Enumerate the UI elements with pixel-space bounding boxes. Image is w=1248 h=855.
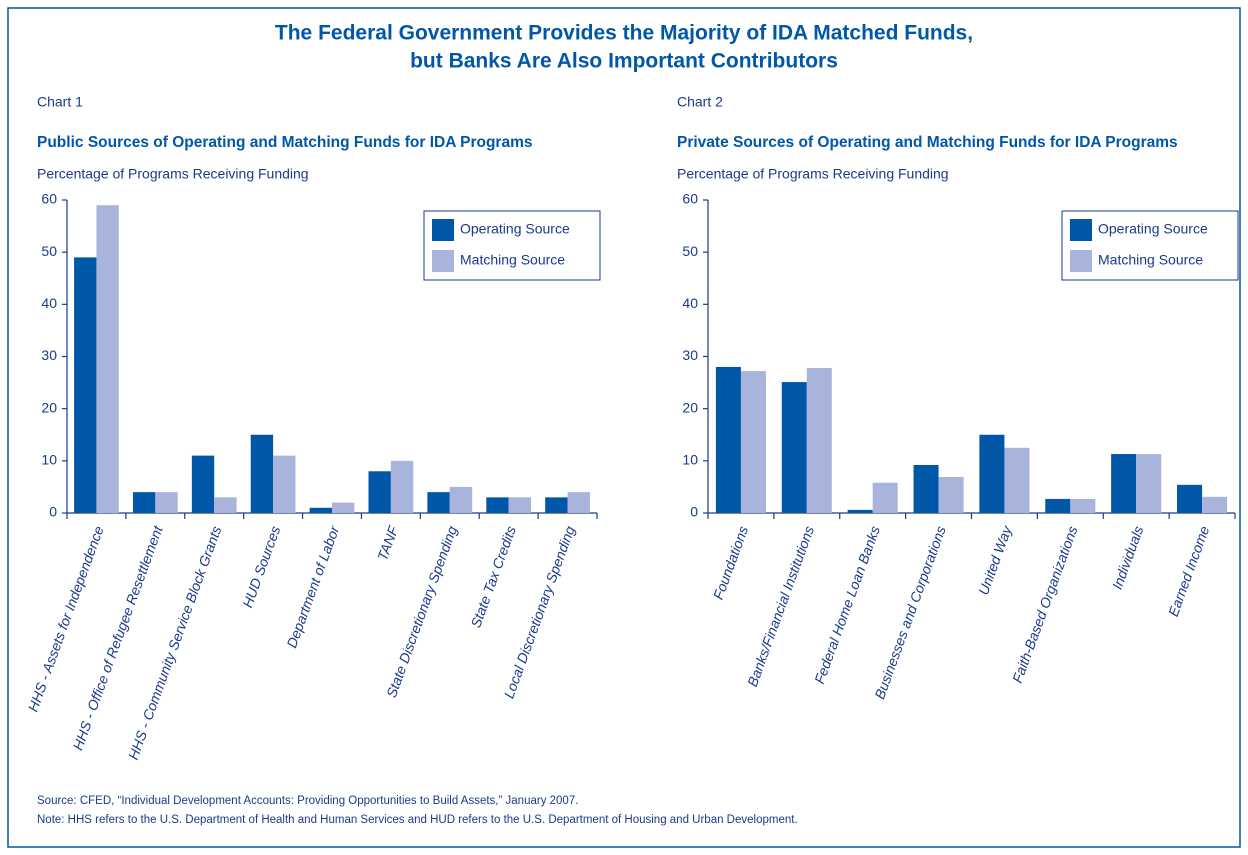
chart-label: Chart 2 bbox=[677, 94, 723, 110]
bar bbox=[740, 371, 766, 513]
x-tick-label: Federal Home Loan Banks bbox=[811, 524, 883, 686]
bar bbox=[567, 492, 590, 513]
bar bbox=[545, 497, 568, 513]
y-tick-label: 50 bbox=[41, 243, 57, 259]
y-tick-label: 20 bbox=[41, 399, 57, 415]
bar bbox=[1136, 454, 1162, 513]
y-tick-label: 60 bbox=[682, 191, 698, 207]
y-tick-label: 40 bbox=[41, 295, 57, 311]
bar bbox=[715, 366, 741, 513]
y-tick-label: 0 bbox=[49, 504, 57, 520]
bar bbox=[214, 497, 237, 513]
legend-swatch bbox=[432, 219, 454, 241]
y-tick-label: 50 bbox=[682, 243, 698, 259]
chart-title: Private Sources of Operating and Matchin… bbox=[677, 134, 1178, 151]
y-tick-label: 30 bbox=[41, 347, 57, 363]
bar bbox=[250, 434, 274, 513]
bar bbox=[1045, 498, 1071, 513]
bar bbox=[508, 497, 532, 513]
y-tick-label: 30 bbox=[682, 347, 698, 363]
bar bbox=[872, 482, 898, 513]
bar bbox=[938, 477, 964, 513]
bar bbox=[979, 434, 1005, 513]
legend-swatch bbox=[1070, 250, 1092, 272]
x-tick-label: HUD Sources bbox=[239, 524, 283, 610]
bar bbox=[368, 471, 391, 513]
bar bbox=[1070, 498, 1096, 513]
x-tick-label: Local Discretionary Spending bbox=[501, 524, 578, 701]
bar bbox=[191, 455, 215, 513]
y-axis-label: Percentage of Programs Receiving Funding bbox=[677, 166, 949, 182]
bar bbox=[1177, 484, 1203, 513]
x-tick-label: Foundations bbox=[710, 524, 751, 602]
bar bbox=[309, 507, 332, 513]
x-tick-label: Faith-Based Organizations bbox=[1009, 524, 1081, 685]
bar bbox=[1111, 454, 1137, 513]
legend-label: Operating Source bbox=[460, 221, 570, 237]
bar bbox=[847, 509, 873, 513]
legend-swatch bbox=[1070, 219, 1092, 241]
legend-label: Operating Source bbox=[1098, 221, 1208, 237]
x-tick-label: Businesses and Corporations bbox=[871, 524, 949, 701]
x-tick-label: Individuals bbox=[1109, 524, 1147, 592]
bar bbox=[781, 382, 807, 513]
x-tick-label: TANF bbox=[374, 522, 402, 562]
bar bbox=[96, 205, 119, 513]
legend-label: Matching Source bbox=[1098, 252, 1203, 268]
bar bbox=[1202, 496, 1228, 513]
y-tick-label: 60 bbox=[41, 191, 57, 207]
main-title: The Federal Government Provides the Majo… bbox=[275, 22, 973, 45]
main-title: but Banks Are Also Important Contributor… bbox=[410, 50, 838, 73]
bar bbox=[449, 486, 473, 513]
bar bbox=[273, 455, 296, 513]
x-tick-label: State Discretionary Spending bbox=[383, 524, 460, 700]
bar bbox=[74, 257, 97, 513]
chart-title: Public Sources of Operating and Matching… bbox=[37, 134, 532, 151]
frame bbox=[7, 7, 1241, 848]
bar bbox=[132, 492, 156, 513]
y-tick-label: 10 bbox=[682, 452, 698, 468]
x-tick-label: Banks/Financial Institutions bbox=[744, 524, 817, 689]
note: Note: HHS refers to the U.S. Department … bbox=[37, 814, 798, 826]
x-tick-label: Department of Labor bbox=[283, 523, 342, 650]
source: Source: CFED, “Individual Development Ac… bbox=[37, 795, 578, 807]
x-tick-label: Earned Income bbox=[1165, 524, 1213, 619]
bar bbox=[427, 492, 450, 513]
x-tick-label: State Tax Credits bbox=[467, 524, 519, 630]
bar bbox=[806, 367, 832, 513]
bar bbox=[913, 465, 939, 513]
bar bbox=[332, 502, 355, 513]
chart-label: Chart 1 bbox=[37, 94, 83, 110]
bar bbox=[390, 460, 414, 513]
y-axis-label: Percentage of Programs Receiving Funding bbox=[37, 166, 309, 182]
y-tick-label: 10 bbox=[41, 452, 57, 468]
bar bbox=[486, 497, 509, 513]
y-tick-label: 0 bbox=[690, 504, 698, 520]
bar bbox=[1004, 447, 1030, 513]
legend-label: Matching Source bbox=[460, 252, 565, 268]
x-tick-label: United Way bbox=[975, 523, 1015, 597]
legend-swatch bbox=[432, 250, 454, 272]
y-tick-label: 20 bbox=[682, 399, 698, 415]
y-tick-label: 40 bbox=[682, 295, 698, 311]
bar bbox=[155, 492, 178, 513]
